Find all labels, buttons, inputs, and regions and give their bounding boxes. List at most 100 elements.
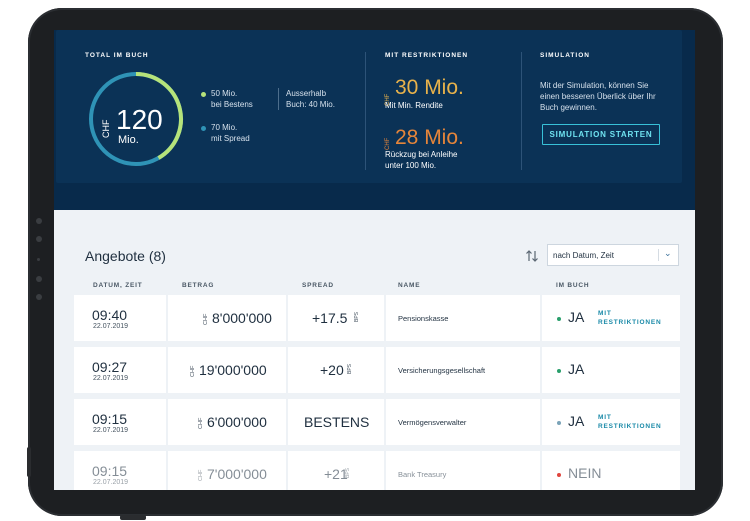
amount-cell: CHF 6'000'000 [168, 399, 286, 445]
column-header-spread: SPREAD [302, 282, 334, 289]
sensor-dot [36, 236, 42, 242]
row-currency: CHF [198, 469, 204, 481]
table-row[interactable]: 09:15 22.07.2019 CHF 6'000'000 BESTENS V… [74, 399, 680, 445]
legend-dot-bestens [201, 92, 206, 97]
row-date: 22.07.2019 [93, 427, 129, 434]
name-cell: Pensionskasse [386, 295, 540, 341]
top-button [120, 515, 146, 520]
donut-bestens-arc [135, 72, 183, 160]
row-date: 22.07.2019 [93, 323, 129, 330]
date-cell: 09:15 22.07.2019 [74, 399, 166, 445]
simulation-title: SIMULATION [540, 52, 590, 59]
spread-cell: +17.5 BPS [288, 295, 384, 341]
restriction-2-label: Rückzug bei Anleihe unter 100 Mio. [385, 149, 458, 171]
column-header-date: DATUM, ZEIT [93, 282, 143, 289]
column-header-name: NAME [398, 282, 421, 289]
row-name: Versicherungsgesellschaft [398, 366, 486, 375]
sensor-dot [36, 276, 42, 282]
status-dot [557, 473, 561, 477]
table-row[interactable]: 09:15 22.07.2019 CHF 7'000'000 +21 BPS B… [74, 451, 680, 490]
total-currency: CHF [101, 119, 111, 139]
row-time: 09:15 [92, 463, 128, 479]
row-spread: +21 [324, 466, 348, 482]
total-value: 120 [116, 104, 163, 135]
spread-cell: +21 BPS [288, 451, 384, 490]
row-spread: BESTENS [304, 414, 370, 430]
row-name: Bank Treasury [398, 470, 447, 479]
status-dot [557, 421, 561, 425]
restriction-1-label: Mit Min. Rendite [385, 101, 443, 110]
restriction-2-label-line1: Rückzug bei Anleihe [385, 150, 458, 159]
restriction-badge-line1: MIT [598, 310, 612, 317]
legend-spread-label: mit Spread [211, 134, 250, 143]
column-header-amount: BETRAG [182, 282, 215, 289]
spread-cell: BESTENS [288, 399, 384, 445]
section-divider [365, 52, 366, 170]
restriction-2-label-line2: unter 100 Mio. [385, 161, 437, 170]
restriction-badge: MIT RESTRIKTIONEN [598, 309, 662, 327]
date-cell: 09:27 22.07.2019 [74, 347, 166, 393]
simulation-description: Mit der Simulation, können Sie einen bes… [540, 81, 656, 112]
chevron-down-icon: ⌄ [664, 248, 672, 258]
date-cell: 09:40 22.07.2019 [74, 295, 166, 341]
sort-icon[interactable] [525, 249, 539, 263]
row-status: JA [568, 361, 585, 377]
in-book-cell: JA [542, 347, 680, 393]
side-button [27, 447, 31, 477]
sensor-dot [37, 258, 40, 261]
summary-panel: TOTAL IM BUCH CHF 120 Mio. 50 Mio. bei B… [54, 30, 695, 210]
restriction-badge-line1: MIT [598, 414, 612, 421]
row-amount: 19'000'000 [199, 362, 267, 378]
table-row[interactable]: 09:40 22.07.2019 CHF 8'000'000 +17.5 BPS… [74, 295, 680, 341]
status-dot [557, 317, 561, 321]
row-currency: CHF [198, 417, 204, 429]
in-book-cell: JA MIT RESTRIKTIONEN [542, 295, 680, 341]
legend-bestens: 50 Mio. bei Bestens [211, 88, 253, 110]
row-date: 22.07.2019 [93, 375, 129, 382]
sort-select[interactable]: nach Datum, Zeit ⌄ [547, 244, 679, 266]
column-header-in-book: IM BUCH [556, 282, 590, 289]
legend-dot-spread [201, 126, 206, 131]
row-currency: CHF [190, 365, 196, 377]
camera-dot [36, 218, 42, 224]
row-currency: CHF [203, 313, 209, 325]
name-cell: Vermögensverwalter [386, 399, 540, 445]
row-spread-unit: BPS [347, 363, 353, 374]
row-spread: +17.5 [312, 310, 348, 326]
row-status: NEIN [568, 465, 602, 481]
row-amount: 8'000'000 [212, 310, 272, 326]
name-cell: Bank Treasury [386, 451, 540, 490]
outside-book-label: Ausserhalb [286, 89, 327, 98]
row-amount: 7'000'000 [207, 466, 267, 482]
total-unit: Mio. [118, 134, 139, 146]
row-spread-unit: BPS [345, 467, 351, 478]
app-screen: TOTAL IM BUCH CHF 120 Mio. 50 Mio. bei B… [54, 30, 695, 490]
amount-cell: CHF 8'000'000 [168, 295, 286, 341]
row-time: 09:27 [92, 359, 128, 375]
row-amount: 6'000'000 [207, 414, 267, 430]
legend-bestens-amount: 50 Mio. [211, 89, 238, 98]
row-name: Vermögensverwalter [398, 418, 467, 427]
name-cell: Versicherungsgesellschaft [386, 347, 540, 393]
row-time: 09:40 [92, 307, 128, 323]
restrictions-title: MIT RESTRIKTIONEN [385, 52, 469, 59]
table-row[interactable]: 09:27 22.07.2019 CHF 19'000'000 +20 BPS … [74, 347, 680, 393]
total-title: TOTAL IM BUCH [85, 52, 149, 59]
outside-book: Ausserhalb Buch: 40 Mio. [286, 88, 335, 110]
restriction-1-value: 30 Mio. [395, 76, 464, 99]
in-book-cell: NEIN [542, 451, 680, 490]
sort-select-value: nach Datum, Zeit [553, 251, 614, 260]
row-status: JA [568, 413, 585, 429]
row-spread-unit: BPS [354, 311, 360, 322]
amount-cell: CHF 19'000'000 [168, 347, 286, 393]
start-simulation-button[interactable]: SIMULATION STARTEN [542, 124, 660, 145]
offers-title: Angebote (8) [85, 248, 166, 264]
spread-cell: +20 BPS [288, 347, 384, 393]
in-book-cell: JA MIT RESTRIKTIONEN [542, 399, 680, 445]
restriction-2-value: 28 Mio. [395, 126, 464, 149]
legend-bestens-label: bei Bestens [211, 100, 253, 109]
amount-cell: CHF 7'000'000 [168, 451, 286, 490]
restriction-badge: MIT RESTRIKTIONEN [598, 413, 662, 431]
row-status: JA [568, 309, 585, 325]
row-name: Pensionskasse [398, 314, 449, 323]
